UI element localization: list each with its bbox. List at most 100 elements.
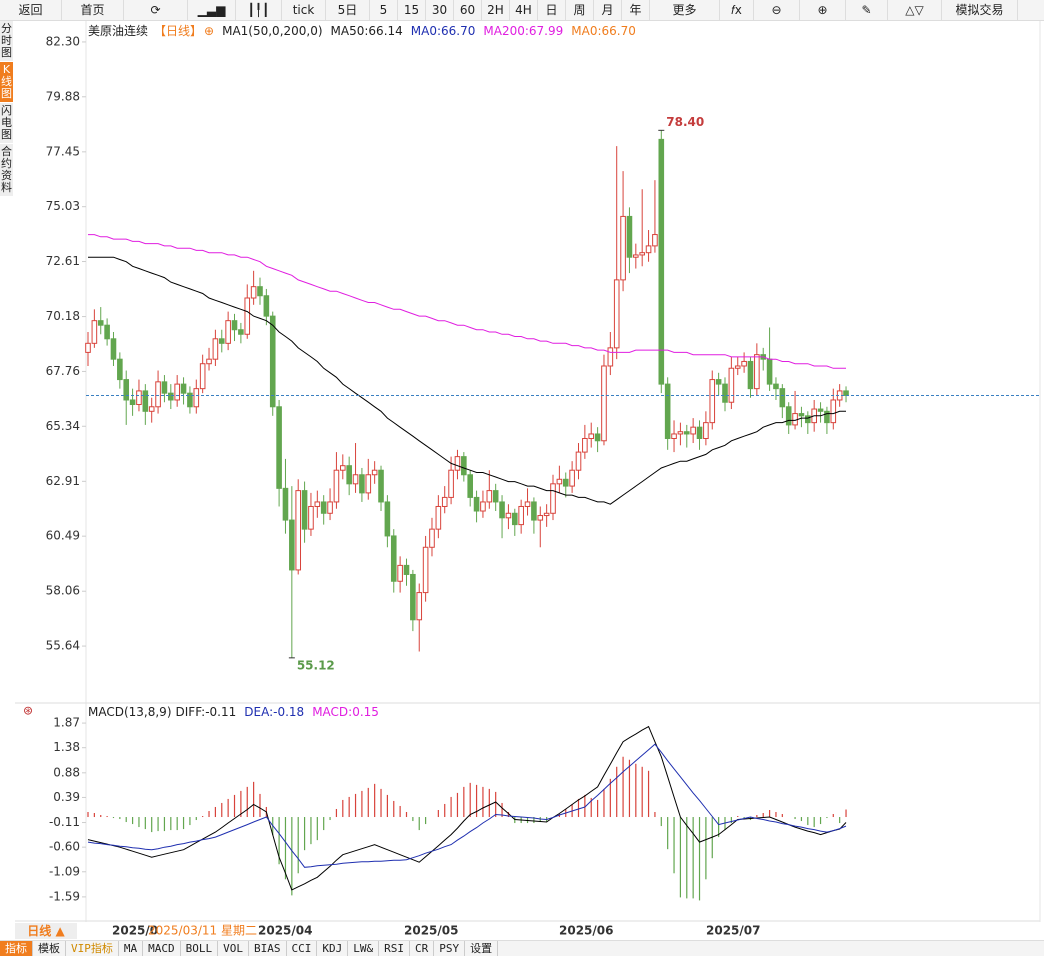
candle-body [155,381,161,408]
toolbar-button[interactable]: tick [282,0,326,20]
toolbar-button[interactable]: 年 [622,0,650,20]
indicator-tab[interactable]: MA [119,941,144,956]
toolbar-button[interactable]: 5日 [326,0,370,20]
y-tick-label: 60.49 [46,529,80,543]
candle-body [276,406,282,489]
candle-body [397,564,403,582]
toolbar-icon[interactable]: ⟳ [124,0,188,20]
period-button[interactable]: 日线 ▲ [15,923,77,939]
candle-body [639,252,645,256]
price-legend: 美原油连续 【日线】 ⊕ MA1(50,0,200,0) MA50:66.14 MA0:6… [88,22,644,39]
y-tick-label: -1.09 [49,864,80,878]
indicator-tab[interactable]: PSY [434,941,466,956]
toolbar-icon[interactable]: ▁▃▆ [188,0,236,20]
candle-body [709,379,716,424]
candle-body [805,415,811,424]
toolbar-button[interactable]: 返回 [0,0,62,20]
indicator-tab[interactable]: 指标 [0,941,33,956]
toolbar-button[interactable]: 月 [594,0,622,20]
candle-body [511,512,518,526]
toolbar-icon[interactable]: ┃╿┃ [236,0,282,20]
indicator-tab[interactable]: VOL [218,941,249,956]
candle-body [715,379,722,385]
toolbar-icon[interactable]: ✎ [846,0,888,20]
extreme-label: 55.12 [297,658,335,672]
candle-body [499,501,505,519]
candle-body [365,474,372,494]
toolbar-button[interactable]: 2H [482,0,510,20]
candle-body [340,465,346,471]
legend-item: MA0:66.70 [410,24,476,38]
y-tick-label: -1.59 [49,889,80,903]
candle-body [257,286,263,297]
candle-body [168,392,174,401]
y-tick-label: 65.34 [46,419,80,433]
candle-body [289,519,295,571]
candle-body [492,490,499,503]
candle-body [301,490,308,530]
toolbar-button[interactable]: 首页 [62,0,124,20]
indicator-tab[interactable]: CCI [287,941,318,956]
toolbar-button[interactable]: 5 [370,0,398,20]
candle-body [390,535,397,582]
side-tab[interactable]: 分时图 [0,21,13,62]
indicator-tab[interactable]: BIAS [249,941,287,956]
candle-body [480,501,486,512]
candle-body [212,338,219,360]
toolbar-icon[interactable]: ⊖ [754,0,800,20]
indicator-tab[interactable]: CR [410,941,435,956]
indicator-tab[interactable]: MACD [143,941,181,956]
side-tab[interactable]: K线图 [0,62,13,103]
candle-body [677,431,684,435]
y-tick-label: -0.60 [49,840,80,854]
candle-body [461,456,467,476]
candle-body [582,437,588,453]
y-tick-label: 55.64 [46,639,80,653]
candle-body [448,469,454,498]
toolbar-button[interactable]: 模拟交易 [942,0,1018,20]
toolbar-button[interactable]: 4H [510,0,538,20]
y-tick-label: 75.03 [46,199,80,213]
candle-body [148,406,155,412]
candle-body [817,408,824,412]
x-tick-label: 2025/05 [404,924,458,938]
y-tick-label: 62.91 [46,474,80,488]
candle-body [263,295,270,317]
toolbar-icon[interactable]: △▽ [888,0,942,20]
toolbar-icon[interactable]: 𝑓x [720,0,754,20]
toolbar-button[interactable]: 周 [566,0,594,20]
toolbar-button[interactable]: 60 [454,0,482,20]
candle-body [129,399,136,406]
candle-body [180,383,187,394]
indicator-tab[interactable]: 模板 [33,941,66,956]
indicator-tab[interactable]: 设置 [465,941,499,956]
y-tick-label: 70.18 [46,309,80,323]
toolbar-button[interactable]: 30 [426,0,454,20]
toolbar-icon[interactable]: ⊕ [800,0,846,20]
candle-body [550,483,556,514]
instrument-name: 美原油连续 [88,24,149,38]
candle-body [110,338,117,360]
toolbar-button[interactable]: 更多 [650,0,720,20]
indicator-tab[interactable]: LW& [348,941,380,956]
candle-body [620,215,626,281]
add-icon[interactable]: ⊕ [204,24,215,38]
x-tick-label: 2025/07 [706,924,760,938]
macd-line [87,743,847,868]
side-tab[interactable]: 合约资料 [0,144,13,197]
side-tab[interactable]: 闪电图 [0,103,13,144]
candle-body [320,501,327,514]
y-tick-label: 1.87 [53,716,80,730]
candle-body [696,426,703,439]
toolbar-button[interactable]: 日 [538,0,566,20]
candle-body [206,358,212,365]
candle-body [85,342,91,353]
candle-body [104,324,110,340]
toolbar-button[interactable]: 15 [398,0,426,20]
settings-icon[interactable]: ⊛ [23,704,33,718]
indicator-tab[interactable]: KDJ [317,941,349,956]
indicator-tab[interactable]: BOLL [181,941,219,956]
indicator-tab[interactable]: VIP指标 [66,941,119,956]
candle-body [531,501,537,521]
indicator-tab[interactable]: RSI [379,941,410,956]
